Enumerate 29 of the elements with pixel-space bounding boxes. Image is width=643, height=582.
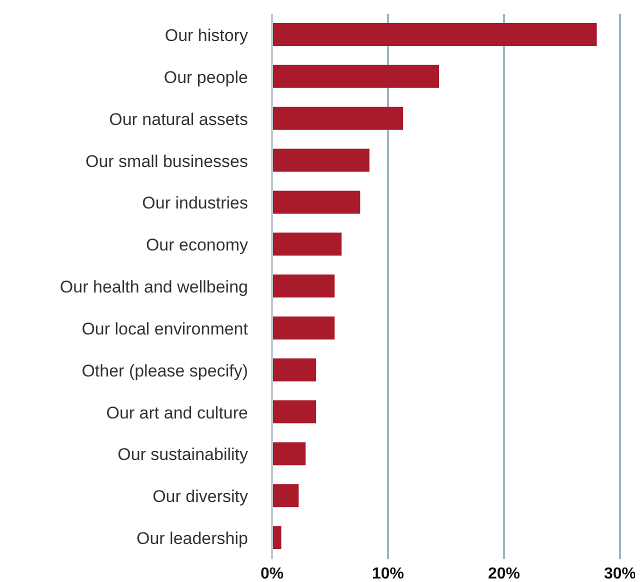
y-tick-label: Our sustainability bbox=[118, 445, 248, 464]
bar bbox=[272, 526, 282, 550]
y-tick-label: Our diversity bbox=[152, 487, 248, 506]
bar bbox=[272, 23, 597, 46]
y-tick-label: Our history bbox=[164, 26, 248, 45]
y-tick-label: Our economy bbox=[146, 236, 248, 255]
y-tick-label: Our leadership bbox=[136, 529, 248, 548]
y-tick-label: Our local environment bbox=[82, 319, 248, 338]
bar bbox=[272, 316, 335, 340]
bar bbox=[272, 64, 440, 88]
bar bbox=[272, 274, 335, 298]
bar bbox=[272, 442, 306, 466]
y-tick-label: Our natural assets bbox=[109, 110, 248, 129]
bar bbox=[272, 358, 316, 382]
y-tick-label: Our industries bbox=[142, 194, 248, 213]
bar bbox=[272, 484, 299, 508]
x-tick-label: 10% bbox=[372, 565, 404, 582]
bar bbox=[272, 232, 342, 256]
x-tick-label: 20% bbox=[488, 565, 520, 582]
y-tick-label: Our health and wellbeing bbox=[60, 278, 248, 297]
y-tick-label: Our art and culture bbox=[106, 403, 248, 422]
bar bbox=[272, 190, 360, 214]
bar bbox=[272, 148, 370, 172]
y-tick-label: Other (please specify) bbox=[82, 361, 248, 380]
y-tick-label: Our people bbox=[164, 68, 248, 87]
bar bbox=[272, 106, 404, 130]
bar bbox=[272, 400, 316, 424]
y-tick-label: Our small businesses bbox=[85, 152, 248, 171]
x-tick-label: 0% bbox=[260, 565, 284, 582]
